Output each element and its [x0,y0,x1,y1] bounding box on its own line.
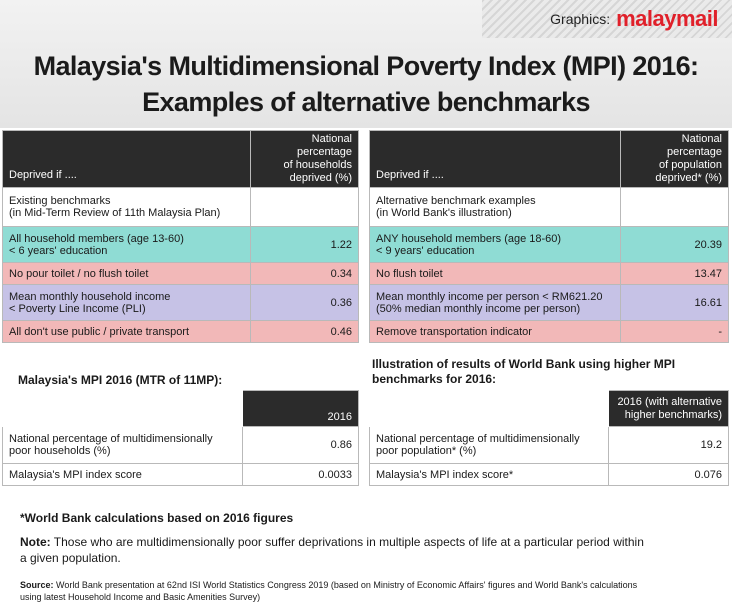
table-row: Remove transportation indicator - [369,320,729,343]
deprived-if-header: Deprived if .... [369,130,621,188]
table-row: All don't use public / private transport… [2,320,359,343]
table-row: Malaysia's MPI index score* 0.076 [369,463,729,486]
table-row: Mean monthly income per person < RM621.2… [369,284,729,321]
source-text: Source: World Bank presentation at 62nd … [20,580,638,602]
existing-benchmarks-section: Existing benchmarks (in Mid-Term Review … [2,187,251,227]
title-line-2: Examples of alternative benchmarks [142,87,590,117]
alternative-benchmarks-table: Deprived if .... National percentage of … [369,130,729,343]
table-row: ANY household members (age 18-60) < 9 yea… [369,226,729,263]
year-2016-header: 2016 [242,390,359,427]
table-row: Mean monthly household income < Poverty L… [2,284,359,321]
malaymail-logo: malaymail [616,6,718,31]
brand-prefix: Graphics: [550,11,611,27]
brand-credit: Graphics: malaymail [550,6,718,32]
decorative-stripes [482,0,732,38]
table-row: National percentage of multidimensionall… [369,426,729,464]
table-row: National percentage of multidimensionall… [2,426,359,464]
world-bank-results-label: Illustration of results of World Bank us… [372,357,676,386]
malaysia-mpi-table: 2016 National percentage of multidimensi… [2,390,359,486]
table-row: All household members (age 13-60) < 6 yea… [2,226,359,263]
population-deprived-header: National percentage of population depriv… [620,130,729,188]
households-deprived-header: National percentage of households depriv… [250,130,359,188]
year-2016-alternative-header: 2016 (with alternative higher benchmarks… [608,390,729,427]
page-title: Malaysia's Multidimensional Poverty Inde… [0,48,732,120]
malaysia-mpi-label: Malaysia's MPI 2016 (MTR of 11MP): [18,373,223,387]
deprived-if-header: Deprived if .... [2,130,251,188]
title-line-1: Malaysia's Multidimensional Poverty Inde… [33,51,699,81]
existing-benchmarks-table: Deprived if .... National percentage of … [2,130,359,343]
table-row: No pour toilet / no flush toilet 0.34 [2,262,359,285]
note-text: Note: Those who are multidimensionally p… [20,535,644,565]
table-row: Malaysia's MPI index score 0.0033 [2,463,359,486]
world-bank-mpi-table: 2016 (with alternative higher benchmarks… [369,390,729,486]
table-row: No flush toilet 13.47 [369,262,729,285]
alternative-benchmarks-section: Alternative benchmark examples (in World… [369,187,621,227]
world-bank-footnote: *World Bank calculations based on 2016 f… [20,511,294,525]
